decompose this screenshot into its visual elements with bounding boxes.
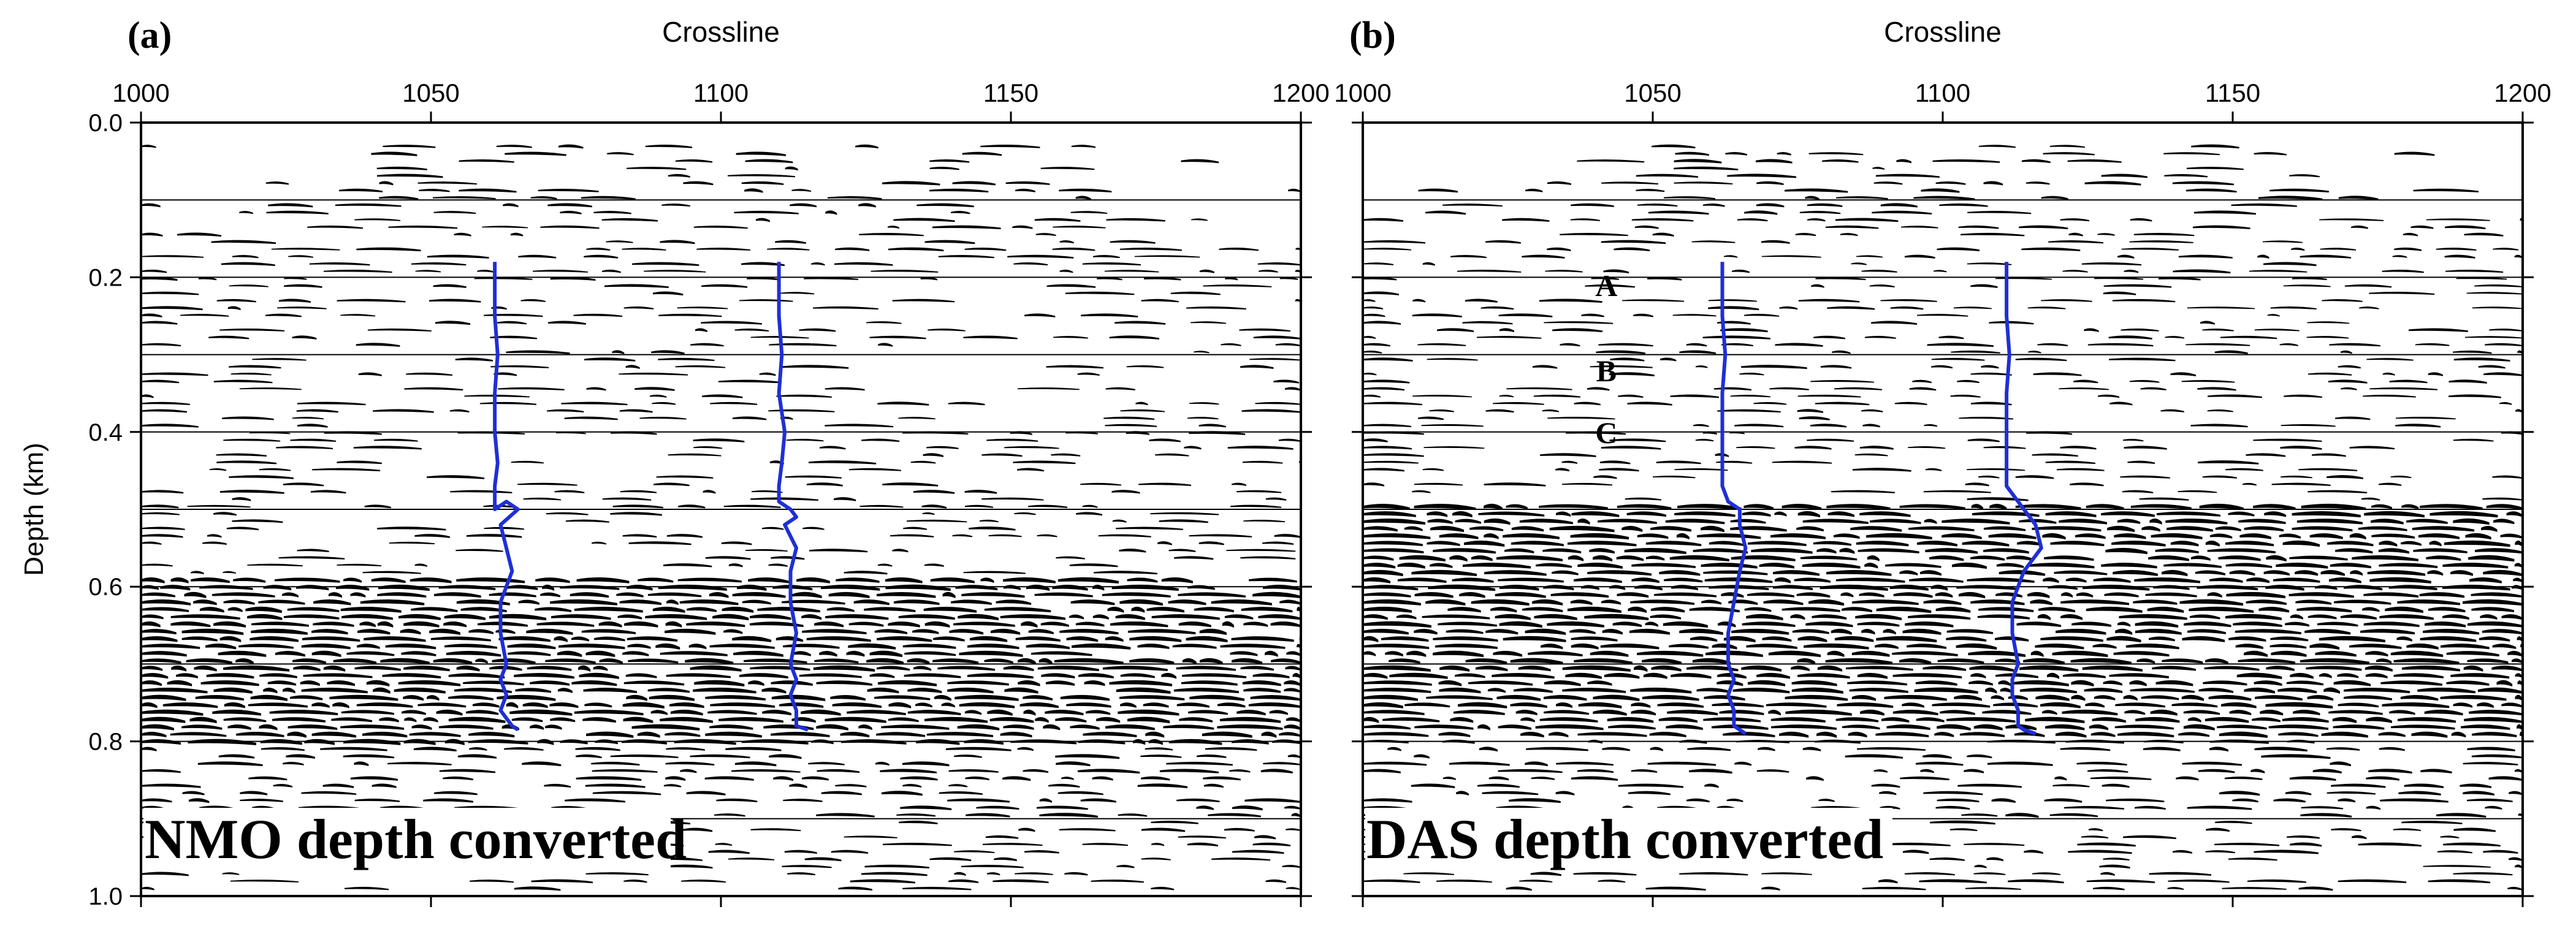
horizon-label-c: C: [1595, 416, 1617, 450]
x-tick-label: 1150: [983, 78, 1038, 107]
y-ticks: [1352, 121, 2534, 897]
y-ticks: [130, 121, 1312, 897]
x-tick-label: 1050: [1624, 78, 1681, 107]
panel-tag: (b): [1349, 15, 1396, 56]
well-log-1: [493, 262, 520, 732]
y-tick-label: 0.6: [88, 574, 123, 601]
x-axis-label: Crossline: [662, 16, 780, 48]
seismic-section: [141, 144, 1301, 891]
well-log-1: [1720, 262, 1748, 735]
panel-a: 1000 1050 1100 1150 1200 0.0 0.2 0.4 0.6 0.8 1.0 Cr…: [19, 15, 1330, 910]
x-tick-label: 1000: [1334, 78, 1391, 107]
panel-tag: (a): [128, 15, 172, 56]
x-tick-label: 1100: [1915, 78, 1970, 107]
well-logs: [1720, 262, 2043, 735]
seismic-section: [1363, 144, 2523, 891]
well-log-2: [2005, 262, 2043, 735]
panel-caption: DAS depth converted: [1366, 808, 1883, 870]
y-tick-label: 0.2: [88, 264, 123, 291]
horizon-label-b: B: [1596, 354, 1617, 388]
y-tick-label: 0.0: [88, 110, 123, 137]
x-tick-label: 1200: [2494, 78, 2551, 107]
horizon-label-a: A: [1595, 268, 1617, 303]
gridlines: [141, 199, 1301, 819]
well-log-2: [777, 262, 809, 732]
x-ticks: [1362, 112, 2524, 907]
caption-background: [1365, 808, 1892, 869]
x-axis-label: Crossline: [1884, 16, 2002, 48]
x-ticks: [140, 112, 1302, 907]
y-tick-label: 1.0: [88, 883, 123, 910]
x-tick-label: 1150: [2205, 78, 2260, 107]
x-tick-label: 1000: [112, 78, 169, 107]
x-tick-label: 1200: [1272, 78, 1329, 107]
panel-b: 1000 1050 1100 1150 1200 Crossline (b) A BC DAS d…: [1334, 15, 2551, 907]
panel-caption: NMO depth converted: [145, 808, 687, 870]
well-logs: [493, 262, 809, 732]
x-tick-label: 1100: [693, 78, 749, 107]
caption-background: [143, 808, 671, 869]
x-tick-label: 1050: [402, 78, 459, 107]
y-tick-label: 0.4: [88, 419, 123, 446]
y-tick-label: 0.8: [88, 729, 123, 756]
gridlines: [1363, 199, 2523, 819]
y-axis-label: Depth (km): [19, 443, 49, 576]
